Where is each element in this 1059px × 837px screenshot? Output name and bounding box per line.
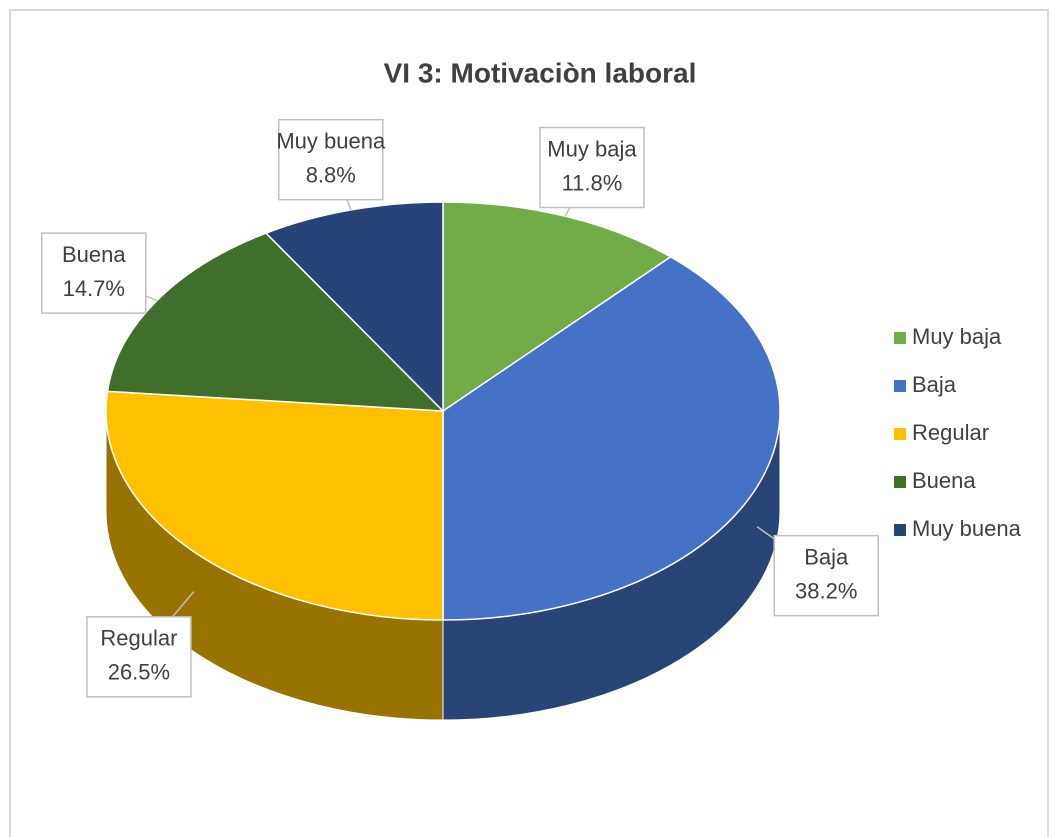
data-label: Regular 26.5% [86,616,192,698]
data-label-box [41,232,147,314]
data-label-category: Baja [804,544,849,569]
data-label: Muy buena 8.8% [276,118,386,201]
data-label: Muy baja 11.8% [539,126,645,209]
data-label-box [86,616,192,698]
data-label-value: 14.7% [63,276,125,301]
data-label-value: 26.5% [108,660,170,685]
legend-label: Regular [912,420,989,445]
data-label-value: 38.2% [795,578,857,603]
legend-swatch [894,524,906,536]
data-label-value: 11.8% [562,170,623,195]
legend-label: Muy baja [912,324,1002,349]
legend-swatch [894,428,906,440]
data-label-category: Muy buena [276,128,386,153]
data-label-category: Muy baja [547,136,637,161]
data-label-value: 8.8% [306,162,356,187]
slice [264,201,444,413]
legend-label: Baja [912,372,957,397]
legend-swatch [894,332,906,344]
data-label-category: Buena [62,242,126,267]
data-label-box [278,118,384,201]
legend-label: Muy buena [912,516,1022,541]
legend-swatch [894,380,906,392]
data-label: Baja 38.2% [773,534,879,617]
data-label: Buena 14.7% [41,232,147,314]
data-label-category: Regular [100,626,177,651]
chart-title: VI 3: Motivaciòn laboral [384,57,697,88]
legend-label: Buena [912,468,976,493]
legend-swatch [894,476,906,488]
slice [106,232,445,412]
data-label-box [539,126,645,209]
slice [442,255,781,621]
data-label-box [773,534,879,617]
slice [105,390,444,621]
slice [442,201,673,413]
